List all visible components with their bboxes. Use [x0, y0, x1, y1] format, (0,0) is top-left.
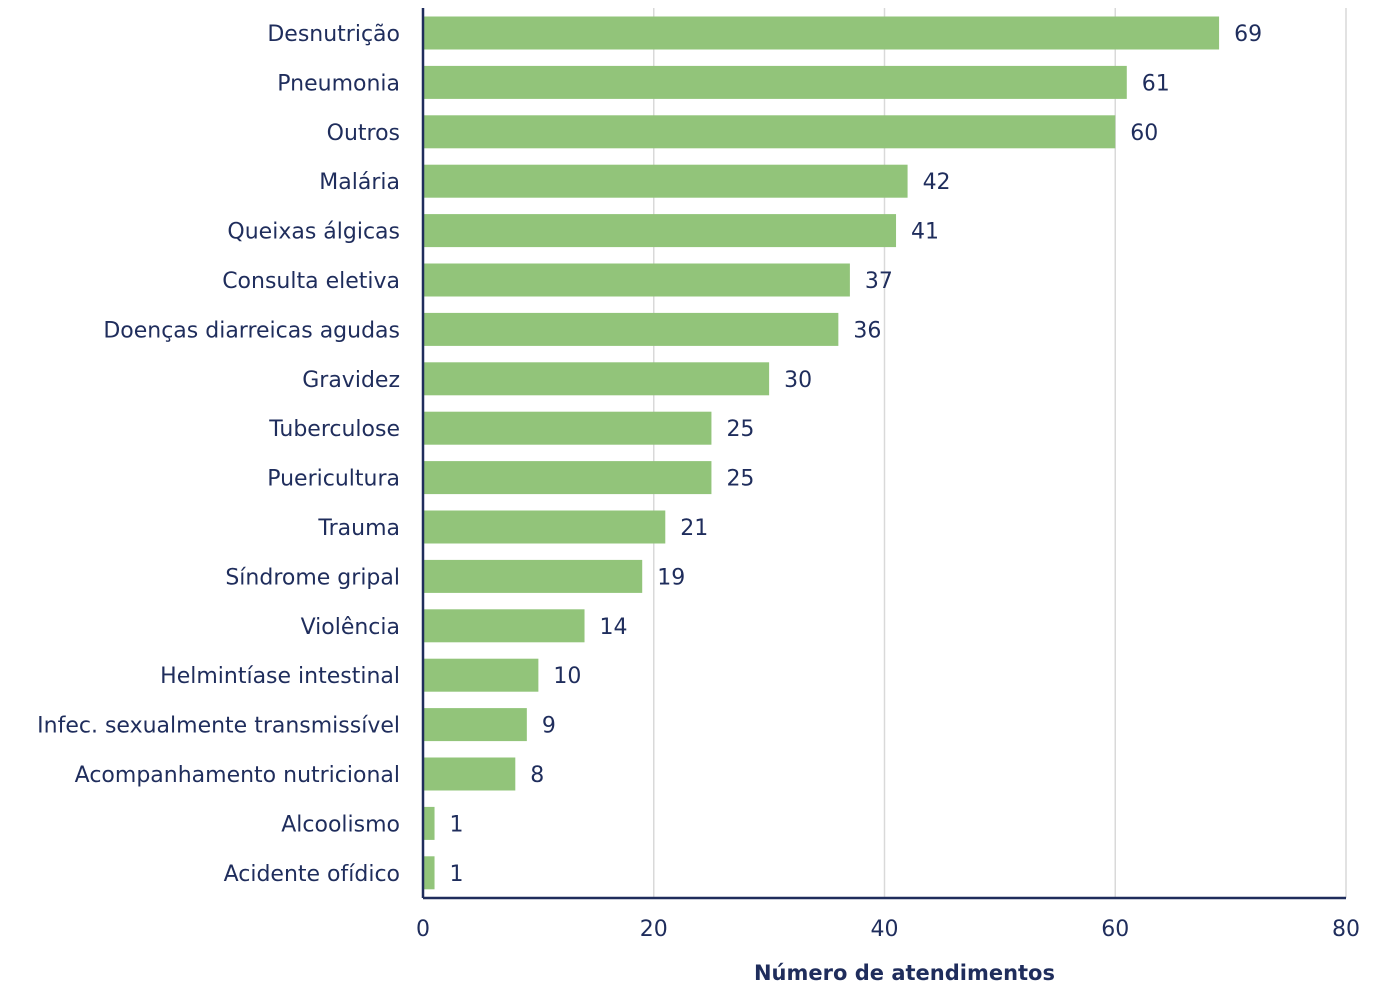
bar	[423, 708, 527, 742]
category-label: Queixas álgicas	[227, 220, 400, 245]
bar	[423, 263, 850, 297]
bar	[423, 214, 897, 248]
bar	[423, 65, 1127, 99]
category-label: Síndrome gripal	[225, 565, 400, 590]
category-label: Alcoolismo	[281, 812, 400, 837]
category-label: Acidente ofídico	[224, 862, 400, 887]
category-label: Outros	[327, 121, 400, 146]
category-label: Consulta eletiva	[222, 269, 400, 294]
bar	[423, 757, 516, 791]
bar	[423, 658, 539, 692]
value-label: 42	[923, 170, 951, 195]
bars	[423, 16, 1220, 890]
bar	[423, 411, 712, 445]
category-labels: Desnutrição Pneumonia Outros Malária Queixas…	[37, 22, 400, 887]
category-label: Desnutrição	[267, 22, 400, 47]
x-tick-label: 60	[1101, 917, 1129, 942]
value-label: 19	[657, 565, 685, 590]
value-label: 37	[865, 269, 893, 294]
gridlines	[653, 8, 1347, 898]
bar	[423, 312, 839, 346]
value-label: 25	[726, 417, 754, 442]
value-label: 60	[1130, 121, 1158, 146]
value-label: 21	[680, 516, 708, 541]
value-label: 61	[1142, 71, 1170, 96]
bar	[423, 806, 435, 840]
category-label: Helmintíase intestinal	[160, 664, 400, 689]
bar	[423, 16, 1220, 50]
category-label: Infec. sexualmente transmissível	[37, 714, 400, 739]
value-label: 25	[726, 467, 754, 492]
category-label: Puericultura	[267, 467, 400, 492]
category-label: Tuberculose	[268, 417, 400, 442]
category-label: Violência	[301, 615, 400, 640]
value-label: 14	[600, 615, 628, 640]
value-label: 1	[450, 862, 464, 887]
x-tick-label: 80	[1332, 917, 1360, 942]
category-label: Acompanhamento nutricional	[75, 763, 400, 788]
bar	[423, 115, 1116, 149]
category-label: Gravidez	[302, 368, 400, 393]
category-label: Doenças diarreicas agudas	[103, 318, 400, 343]
value-label: 41	[911, 220, 939, 245]
x-axis-title: Número de atendimentos	[754, 961, 1055, 982]
x-tick-labels: 0 20 40 60 80	[416, 917, 1360, 942]
bar	[423, 510, 666, 544]
bar	[423, 856, 435, 890]
category-label: Malária	[319, 170, 400, 195]
value-label: 36	[853, 318, 881, 343]
x-tick-label: 20	[640, 917, 668, 942]
value-labels: 69 61 60 42 41 37 36 30 25 25 21 19 14 10 9 8 1 1	[450, 22, 1263, 887]
bar	[423, 609, 585, 643]
category-label: Trauma	[317, 516, 400, 541]
bar	[423, 164, 908, 198]
value-label: 69	[1234, 22, 1262, 47]
value-label: 10	[553, 664, 581, 689]
x-tick-label: 0	[416, 917, 430, 942]
bar	[423, 559, 643, 593]
bar	[423, 362, 770, 396]
value-label: 30	[784, 368, 812, 393]
x-tick-label: 40	[871, 917, 899, 942]
value-label: 9	[542, 714, 556, 739]
value-label: 8	[530, 763, 544, 788]
value-label: 1	[450, 812, 464, 837]
category-label: Pneumonia	[277, 71, 400, 96]
bar	[423, 461, 712, 495]
